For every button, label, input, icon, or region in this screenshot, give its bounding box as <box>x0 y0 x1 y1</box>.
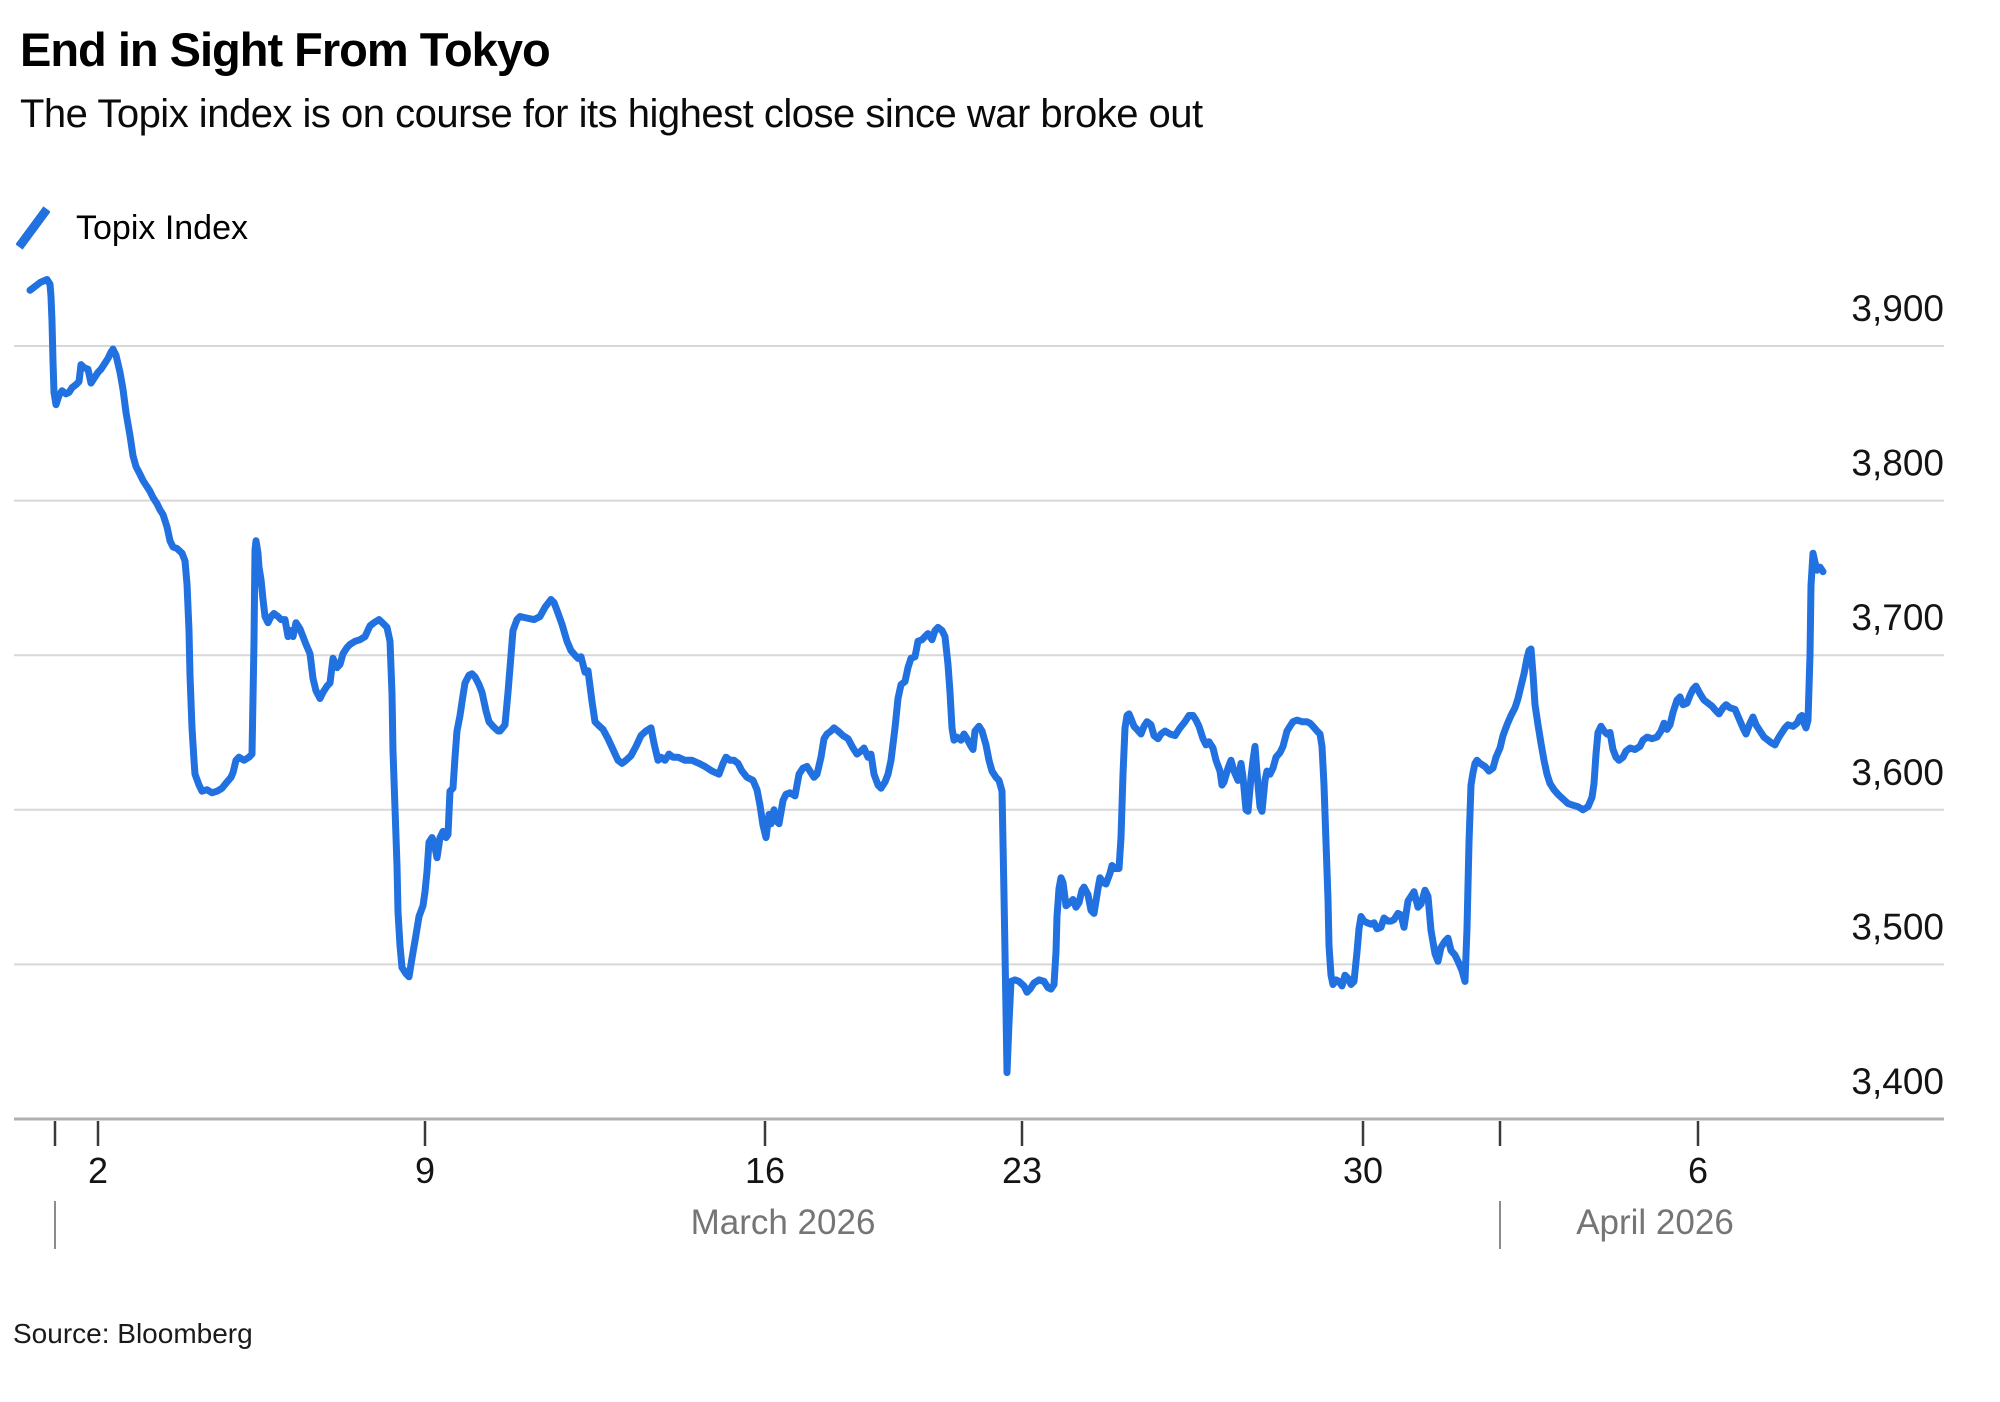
topix-line <box>26 276 1827 1077</box>
y-axis-label: 3,600 <box>1851 752 1944 793</box>
x-axis-label: 23 <box>1002 1150 1042 1191</box>
y-axis-label: 3,500 <box>1851 906 1944 947</box>
y-axis-label: 3,400 <box>1851 1061 1944 1102</box>
y-axis-label: 3,900 <box>1851 288 1944 329</box>
y-axis-label: 3,800 <box>1851 443 1944 484</box>
legend-slash-icon <box>16 206 50 250</box>
y-axis-label: 3,700 <box>1851 597 1944 638</box>
x-axis-label: 30 <box>1343 1150 1383 1191</box>
legend: Topix Index <box>16 206 248 250</box>
month-label: March 2026 <box>691 1203 876 1242</box>
x-axis-label: 16 <box>745 1150 785 1191</box>
legend-marker-line <box>16 206 50 250</box>
month-label: April 2026 <box>1576 1203 1734 1242</box>
page-title: End in Sight From Tokyo <box>20 23 551 76</box>
legend-label: Topix Index <box>76 208 248 247</box>
x-axis-label: 6 <box>1688 1150 1708 1191</box>
source-note: Source: Bloomberg <box>13 1318 253 1349</box>
page-subtitle: The Topix index is on course for its hig… <box>20 92 1203 136</box>
x-axis-label: 2 <box>88 1150 108 1191</box>
x-axis-label: 9 <box>415 1150 435 1191</box>
